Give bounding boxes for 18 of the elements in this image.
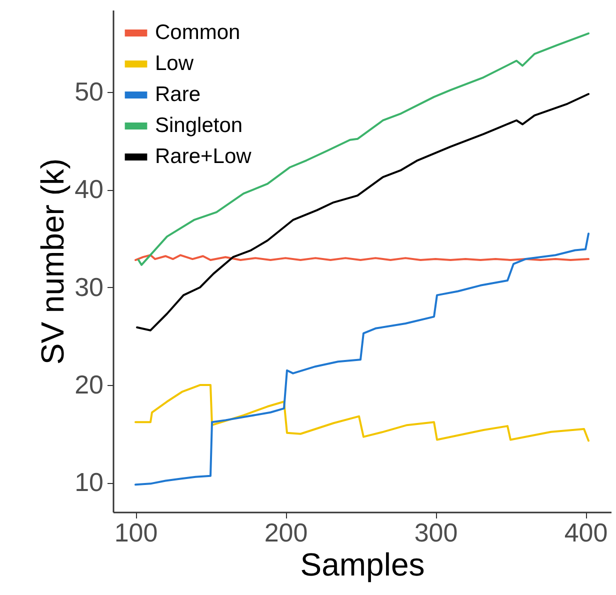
legend-label: Rare <box>155 83 201 106</box>
y-axis-title: SV number (k) <box>34 158 71 365</box>
x-axis-title: Samples <box>300 546 425 582</box>
legend-label: Low <box>155 52 194 75</box>
line-series <box>134 384 590 442</box>
y-tick-label: 50 <box>74 76 104 107</box>
x-tick-label: 300 <box>414 518 458 548</box>
x-tick-label: 100 <box>114 518 158 548</box>
line-series <box>134 232 590 486</box>
y-tick-label: 40 <box>74 174 104 204</box>
y-tick-label: 30 <box>74 272 104 302</box>
legend-label: Singleton <box>155 114 243 137</box>
y-tick-label: 20 <box>74 370 104 400</box>
legend-label: Common <box>155 21 240 44</box>
y-tick-label: 10 <box>74 467 104 498</box>
x-tick-label: 200 <box>264 518 308 548</box>
x-tick-label: 400 <box>564 518 608 548</box>
legend-label: Rare+Low <box>155 145 252 168</box>
